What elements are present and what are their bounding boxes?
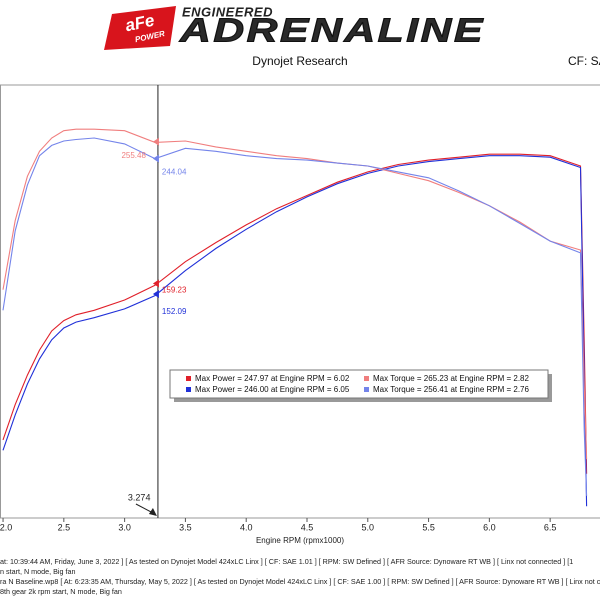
- x-tick-label: 5.5: [422, 522, 435, 532]
- cursor-value: 159.23: [162, 286, 187, 295]
- cursor-marker: [152, 137, 159, 146]
- plot-frame: [0, 84, 600, 519]
- legend-swatch: [186, 387, 191, 392]
- logo-headline: ADRENALINE: [179, 12, 485, 49]
- cursor-marker: [152, 154, 159, 163]
- legend-swatch: [364, 387, 369, 392]
- legend-swatch: [364, 376, 369, 381]
- x-tick-label: 3.0: [118, 522, 131, 532]
- series-line: [2, 153, 588, 474]
- chart-title: Dynojet Research: [252, 54, 347, 68]
- x-tick-label: 6.0: [483, 522, 496, 532]
- cursor-label: 3.274: [128, 492, 151, 502]
- x-axis-label: Engine RPM (rpmx1000): [256, 536, 344, 545]
- x-tick-label: 2.5: [58, 522, 71, 532]
- legend-swatch: [186, 376, 191, 381]
- x-tick-label: 4.5: [301, 522, 314, 532]
- footer-text: at: 10:39:44 AM, Friday, June 3, 2022 ] …: [0, 557, 573, 566]
- cursor-arrowhead: [148, 508, 157, 516]
- series-line: [2, 155, 588, 507]
- legend-label: Max Torque = 256.41 at Engine RPM = 2.76: [373, 385, 530, 394]
- cursor-marker: [152, 279, 159, 288]
- cursor-value: 152.09: [162, 307, 187, 316]
- cursor-value: 255.48: [121, 151, 146, 160]
- legend-label: Max Power = 246.00 at Engine RPM = 6.05: [195, 385, 350, 394]
- x-tick-label: 4.0: [240, 522, 253, 532]
- legend-label: Max Torque = 265.23 at Engine RPM = 2.82: [373, 374, 530, 383]
- cursor-value: 244.04: [162, 168, 187, 177]
- series-line: [2, 128, 588, 460]
- footer-text: n start, N mode, Big fan: [0, 567, 76, 576]
- x-tick-label: 2.0: [0, 522, 12, 532]
- x-tick-label: 6.5: [544, 522, 557, 532]
- logo-badge: [104, 6, 176, 50]
- legend-label: Max Power = 247.97 at Engine RPM = 6.02: [195, 374, 350, 383]
- x-tick-label: 5.0: [362, 522, 375, 532]
- logo: aFe POWER ENGINEERED ADRENALINE: [104, 4, 485, 50]
- legend: Max Power = 247.97 at Engine RPM = 6.02 M…: [169, 369, 552, 402]
- cursor-marker: [152, 290, 159, 299]
- correction-factor: CF: SA: [568, 54, 600, 68]
- legend-box: [169, 369, 549, 399]
- x-tick-label: 3.5: [179, 522, 192, 532]
- footer-text: ra N Baseline.wp8 [ At: 6:23:35 AM, Thur…: [0, 577, 600, 586]
- logo-tagline: ENGINEERED: [182, 4, 273, 19]
- footer-text: 8th gear 2k rpm start, N mode, Big fan: [0, 587, 122, 596]
- series-line: [2, 137, 588, 496]
